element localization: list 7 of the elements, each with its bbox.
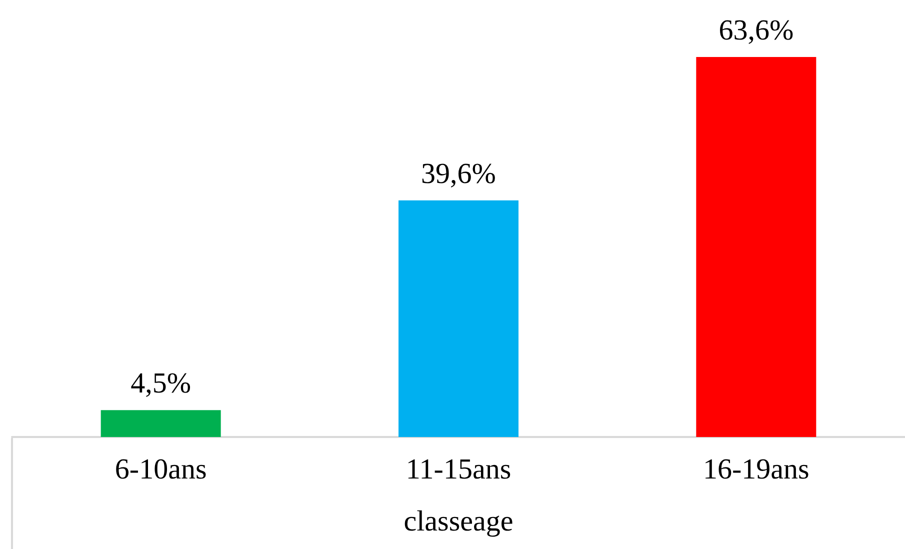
- x-tick-label: 16-19ans: [703, 454, 810, 486]
- x-axis-title: classeage: [404, 506, 514, 538]
- data-label: 4,5%: [130, 368, 192, 400]
- x-tick-label: 6-10ans: [114, 454, 207, 486]
- data-label: 63,6%: [718, 14, 794, 46]
- data-label: 39,6%: [421, 158, 496, 190]
- x-tick-label: 11-15ans: [406, 454, 512, 486]
